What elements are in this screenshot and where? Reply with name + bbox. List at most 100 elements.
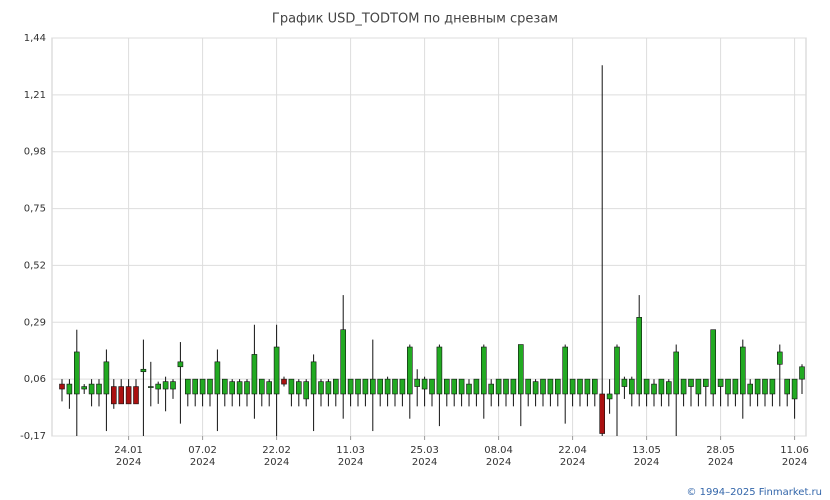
candle-body [503,378,509,395]
x-tick-year: 2024 [634,457,659,468]
chart-title: График USD_TODTOM по дневным срезам [272,12,558,27]
x-tick-label: 22.02 [262,445,291,456]
x-tick-label: 13.05 [632,445,661,456]
candle-body [222,378,228,395]
y-tick-label: 0,29 [24,317,46,328]
candle-body [236,381,243,395]
y-tick-label: 0,06 [24,374,46,385]
x-tick-year: 2024 [560,457,585,468]
candle-body [732,378,739,395]
candle-body [658,378,665,395]
candle-body [295,381,302,395]
candle-body [303,381,310,400]
candle-body [791,378,798,400]
candle-body [192,378,198,395]
candle-body [717,378,724,387]
candle-body [199,378,206,395]
candle-body [769,378,776,395]
x-tick-label: 11.06 [780,445,809,456]
candle-body [799,366,805,380]
candle-body [399,378,406,395]
candle-body [739,346,746,395]
candle-body [288,378,295,395]
candle-body [273,346,280,395]
y-tick-label: 1,44 [24,33,46,44]
candle-body [562,346,569,395]
candle-body [599,393,606,434]
x-tick-year: 2024 [708,457,733,468]
candle-body [103,361,110,395]
candle-body [495,378,502,395]
x-tick-label: 11.03 [336,445,365,456]
candle-body [695,378,702,395]
candle-body [577,378,583,395]
candle-body [318,381,324,395]
candle-body [784,378,791,395]
candle-body [517,344,524,395]
candle-body [81,386,87,390]
x-tick-year: 2024 [116,457,141,468]
candle-body [429,378,435,395]
candle-body [214,361,221,395]
candle-body [332,378,339,395]
x-tick-label: 25.03 [410,445,439,456]
candle-body [133,386,139,405]
candle-body [377,378,384,395]
y-tick-label: 0,75 [24,204,46,215]
candle-body [569,378,576,395]
candle-body [628,378,635,395]
candle-body [162,381,169,390]
candle-body [688,378,694,387]
candle-body [88,383,95,395]
candle-body [451,378,458,395]
candle-body [710,329,717,395]
x-tick-label: 08.04 [484,445,513,456]
candle-body [547,378,554,395]
candle-body [244,381,250,395]
candle-body [207,378,213,395]
candle-body [266,381,273,395]
candle-body [384,378,391,395]
x-tick-label: 24.01 [114,445,143,456]
candle-body [665,381,672,395]
candle-body [125,386,132,405]
x-tick-year: 2024 [412,457,437,468]
candle-body [229,381,235,395]
y-tick-label: 0,52 [24,260,46,271]
candle-body [614,346,620,395]
candle-body [673,351,680,395]
candle-body [340,329,347,395]
candle-body [643,378,650,395]
candle-body [636,317,643,395]
y-tick-label: -0,17 [20,431,46,442]
candle-body [532,381,539,395]
footer[interactable]: © 1994–2025 Finmarket.ru [686,487,822,498]
candle-body [177,361,184,368]
y-tick-label: 1,21 [24,90,46,101]
candle-body [170,381,176,390]
candle-body [725,378,731,395]
candle-body [118,386,124,405]
candle-body [325,381,332,395]
candle-body [406,346,413,395]
candle-body [436,346,443,395]
candle-body [392,378,398,395]
candle-body [155,383,161,390]
candle-body [488,383,495,395]
candle-body [347,378,354,395]
candle-body [185,378,191,395]
candle-body [473,378,480,395]
x-tick-label: 07.02 [188,445,217,456]
candle-body [59,383,65,390]
x-tick-year: 2024 [782,457,807,468]
candle-body [74,351,80,395]
candle-body [680,378,687,395]
candle-body [458,378,465,395]
candle-body [762,378,768,395]
candle-body [414,378,421,387]
candle-body [369,378,376,395]
candle-body [96,383,102,395]
x-tick-year: 2024 [264,457,289,468]
candle-body [443,378,450,395]
x-tick-year: 2024 [338,457,363,468]
